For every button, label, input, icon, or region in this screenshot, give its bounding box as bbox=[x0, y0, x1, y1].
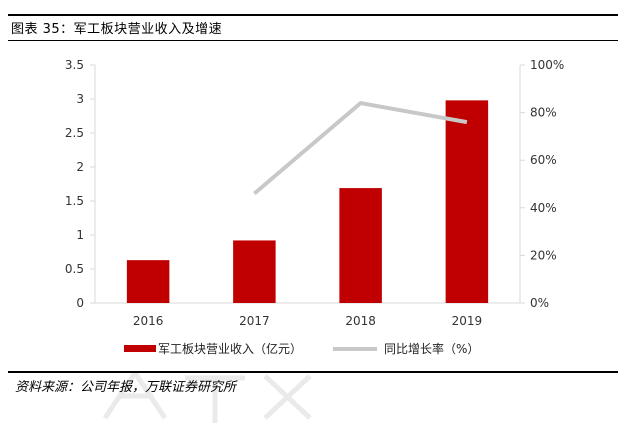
x-axis: 2016 2017 2018 2019 bbox=[95, 302, 520, 328]
left-tick-label: 3.5 bbox=[65, 58, 84, 72]
figure-caption: 图表 35：军工板块营业收入及增速 bbox=[11, 22, 223, 37]
left-tick-label: 1 bbox=[76, 228, 84, 242]
right-tick-label: 100% bbox=[530, 58, 564, 72]
legend: 军工板块营业收入（亿元） 同比增长率（%） bbox=[124, 341, 479, 356]
source-rule bbox=[8, 371, 618, 373]
revenue-bar-2017 bbox=[233, 240, 276, 303]
left-y-axis: 0 0.5 1 1.5 2 2.5 3 3.5 bbox=[65, 58, 96, 310]
caption-rule bbox=[8, 40, 618, 41]
legend-bar-swatch bbox=[124, 345, 156, 352]
right-y-axis: 0% 20% 40% 60% 80% 100% bbox=[519, 58, 564, 310]
right-tick-label: 20% bbox=[530, 248, 557, 262]
bar-series bbox=[126, 100, 489, 303]
x-tick-label: 2019 bbox=[452, 314, 483, 328]
legend-line-label: 同比增长率（%） bbox=[384, 341, 479, 356]
revenue-bar-2018 bbox=[339, 188, 382, 303]
left-tick-label: 1.5 bbox=[65, 194, 84, 208]
right-tick-label: 60% bbox=[530, 153, 557, 167]
left-tick-label: 0.5 bbox=[65, 262, 84, 276]
left-tick-label: 2 bbox=[76, 160, 84, 174]
revenue-bar-2016 bbox=[126, 260, 170, 303]
source-note: 资料来源：公司年报，万联证券研究所 bbox=[15, 380, 237, 395]
left-tick-label: 2.5 bbox=[65, 126, 84, 140]
left-tick-label: 0 bbox=[76, 296, 84, 310]
revenue-bar-2019 bbox=[445, 100, 489, 303]
x-tick-label: 2017 bbox=[239, 314, 270, 328]
watermark-logo bbox=[102, 371, 312, 423]
revenue-growth-chart: 0 0.5 1 1.5 2 2.5 3 3.5 0% 20% 40% 60% 80% 100% 2016… bbox=[65, 58, 564, 356]
right-tick-label: 80% bbox=[530, 106, 557, 120]
legend-bar-label: 军工板块营业收入（亿元） bbox=[158, 341, 302, 356]
line-series bbox=[253, 101, 468, 196]
left-tick-label: 3 bbox=[76, 92, 84, 106]
top-rule bbox=[8, 14, 618, 16]
x-tick-label: 2016 bbox=[133, 314, 164, 328]
right-tick-label: 0% bbox=[530, 296, 549, 310]
right-tick-label: 40% bbox=[530, 201, 557, 215]
growth-rate-line bbox=[253, 101, 468, 196]
x-tick-label: 2018 bbox=[345, 314, 376, 328]
